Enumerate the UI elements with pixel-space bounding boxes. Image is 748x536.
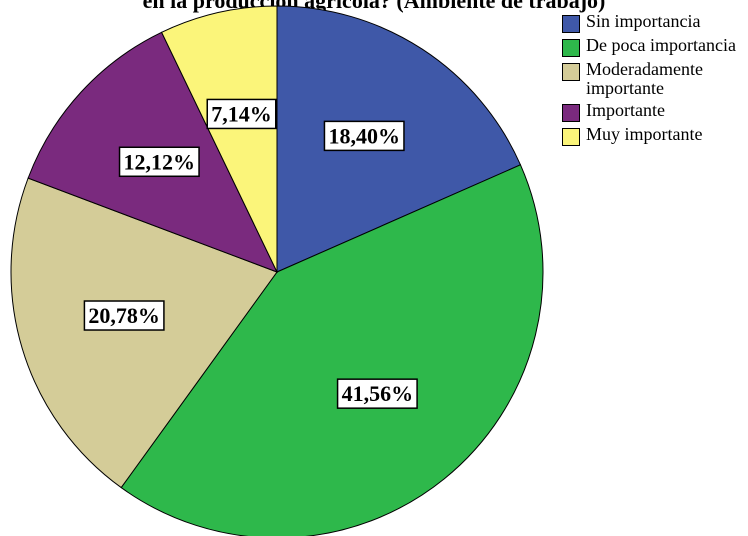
data-label-box bbox=[206, 98, 277, 130]
legend-item: Muy importante bbox=[562, 125, 748, 146]
legend-label: De poca importancia bbox=[586, 35, 736, 55]
legend-swatch bbox=[562, 128, 580, 146]
legend-item: Sin importancia bbox=[562, 12, 748, 33]
legend-swatch bbox=[562, 63, 580, 81]
data-label: 41,56% bbox=[342, 381, 414, 406]
legend-label: Muy importante bbox=[586, 124, 703, 144]
pie-slice bbox=[10, 177, 278, 489]
legend-swatch bbox=[562, 104, 580, 122]
legend-swatch bbox=[562, 15, 580, 33]
pie-slice bbox=[160, 5, 278, 273]
pie-slice bbox=[120, 164, 544, 536]
legend-label: Importante bbox=[586, 100, 665, 120]
data-label: 18,40% bbox=[328, 123, 400, 148]
legend-item: Importante bbox=[562, 101, 748, 122]
chart: 18,40% 41,56% 20,78% 12,12% 7,14% bbox=[10, 5, 544, 536]
legend-label: Sin importancia bbox=[586, 11, 701, 31]
legend-swatch bbox=[562, 39, 580, 57]
legend: Sin importancia De poca importancia Modera… bbox=[562, 12, 748, 149]
data-label-box bbox=[118, 146, 200, 178]
data-label: 20,78% bbox=[88, 303, 160, 328]
legend-label: Moderadamente importante bbox=[586, 59, 703, 98]
legend-item: Moderadamente importante bbox=[562, 60, 748, 98]
data-label-box bbox=[83, 300, 165, 331]
data-label: 12,12% bbox=[124, 149, 196, 174]
data-label-box bbox=[323, 120, 405, 152]
legend-item: De poca importancia bbox=[562, 36, 748, 57]
data-label-box bbox=[336, 378, 418, 409]
data-label: 7,14% bbox=[211, 101, 272, 126]
